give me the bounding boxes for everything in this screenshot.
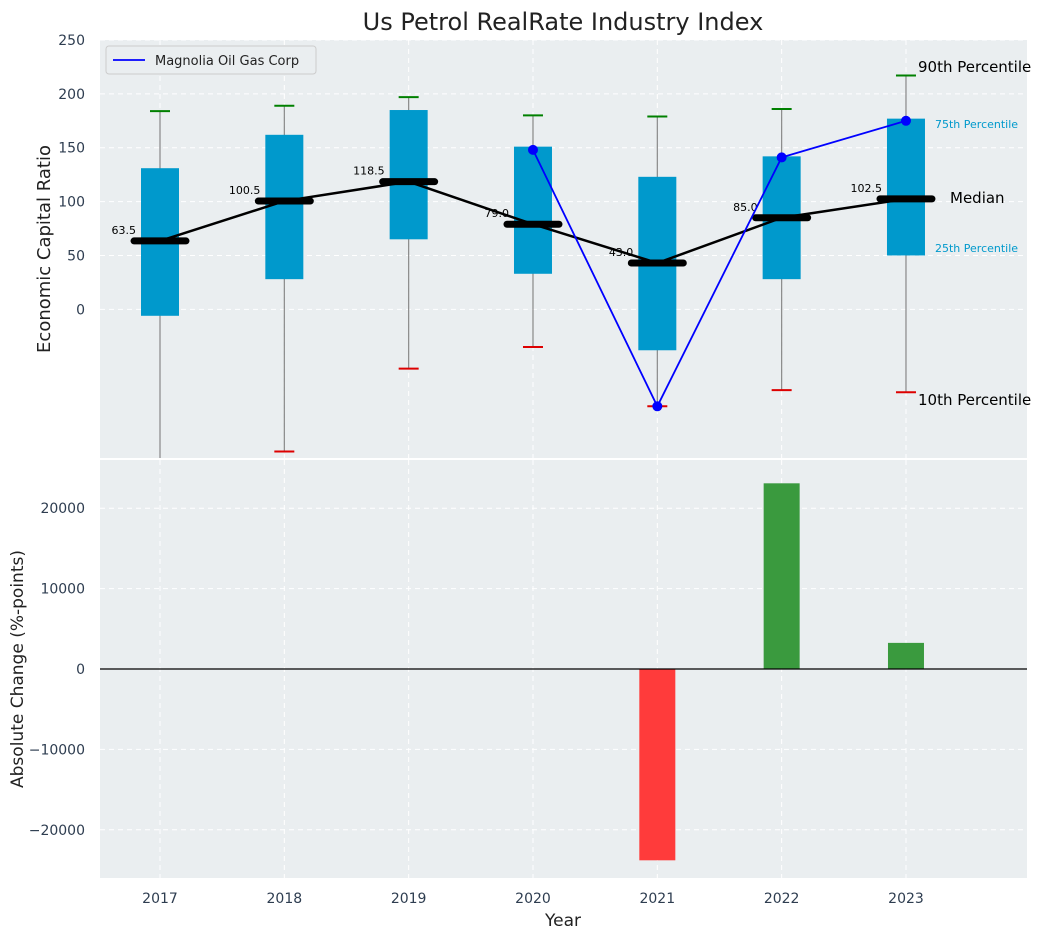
y-tick-label: 150 — [58, 141, 85, 157]
bar-panel-y-ticks: −20000 −10000 0 10000 20000 — [29, 501, 85, 839]
median-label: 43.0 — [609, 246, 634, 259]
chart-title: Us Petrol RealRate Industry Index — [363, 8, 764, 36]
median-label: 100.5 — [229, 184, 261, 197]
bar-2021 — [639, 669, 676, 861]
annotation-p10: 10th Percentile — [918, 391, 1031, 409]
x-tick-label: 2017 — [142, 891, 178, 907]
y-tick-label: 200 — [58, 87, 85, 103]
y-tick-label: 0 — [76, 662, 85, 678]
x-axis-label: Year — [544, 911, 581, 931]
x-tick-label: 2021 — [639, 891, 675, 907]
box-panel-background — [100, 40, 1027, 458]
company-point — [776, 152, 787, 163]
median-label: 85.0 — [733, 201, 758, 214]
box-2018 — [265, 104, 304, 453]
bar-2022 — [763, 483, 800, 669]
company-line — [532, 119, 907, 409]
iqr-box — [389, 110, 428, 240]
y-tick-label: 250 — [58, 33, 85, 49]
y-tick-label: −20000 — [29, 823, 85, 839]
bar-panel: −20000 −10000 0 10000 20000 2017 2018 2019 2020… — [8, 460, 1027, 931]
y-tick-label: 50 — [67, 248, 85, 264]
company-point — [527, 144, 538, 155]
legend: Magnolia Oil Gas Corp — [105, 45, 317, 75]
median-label: 102.5 — [850, 182, 882, 195]
bar-group — [639, 483, 924, 861]
x-tick-label: 2020 — [515, 891, 551, 907]
box-panel: 0 50 100 150 200 250 63.5 100.5 118.5 79.0 43.0 85… — [34, 33, 1031, 458]
y-tick-label: −10000 — [29, 742, 85, 758]
x-tick-label: 2023 — [888, 891, 924, 907]
x-tick-label: 2018 — [267, 891, 303, 907]
box-panel-y-ticks: 0 50 100 150 200 250 — [58, 33, 85, 318]
median-label: 118.5 — [353, 165, 385, 178]
company-point — [652, 401, 663, 412]
iqr-box — [886, 118, 925, 256]
annotation-p25: 25th Percentile — [935, 242, 1018, 255]
y-tick-label: 20000 — [40, 501, 85, 517]
y-axis-label-top: Economic Capital Ratio — [34, 145, 55, 353]
legend-label-company: Magnolia Oil Gas Corp — [155, 54, 299, 69]
y-axis-label-bottom: Absolute Change (%-points) — [8, 550, 28, 788]
x-tick-label: 2019 — [391, 891, 427, 907]
annotation-p90: 90th Percentile — [918, 58, 1031, 76]
bar-2023 — [887, 642, 924, 669]
company-series-group — [527, 115, 911, 412]
y-tick-label: 10000 — [40, 582, 85, 598]
company-point — [900, 115, 911, 126]
box-2023 — [886, 74, 925, 394]
median-trend-group: 63.5 100.5 118.5 79.0 43.0 85.0 102.5 — [112, 165, 936, 267]
iqr-box — [265, 134, 304, 280]
y-tick-label: 0 — [76, 302, 85, 318]
median-label: 79.0 — [484, 207, 509, 220]
x-tick-labels: 2017 2018 2019 2020 2021 2022 2023 — [142, 891, 924, 907]
box-2019 — [389, 96, 428, 370]
annotation-median: Median — [950, 189, 1005, 207]
x-tick-label: 2022 — [764, 891, 800, 907]
legend-box — [105, 45, 317, 75]
y-tick-label: 100 — [58, 195, 85, 211]
median-label: 63.5 — [112, 224, 137, 237]
annotation-p75: 75th Percentile — [935, 118, 1018, 131]
iqr-box — [513, 146, 552, 274]
